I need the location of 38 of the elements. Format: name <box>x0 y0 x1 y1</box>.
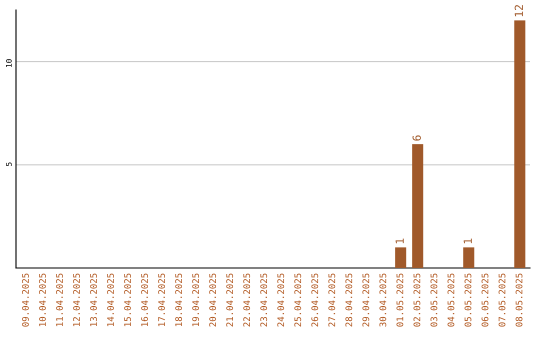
x-tick-label: 17.04.2025 <box>158 274 166 326</box>
x-tick-label: 20.04.2025 <box>209 274 216 327</box>
x-tick-label: 15.04.2025 <box>124 274 131 326</box>
x-tick-label: 09.04.2025 <box>22 274 29 327</box>
x-tick-label: 05.05.2025 <box>464 274 472 327</box>
x-tick-label: 07.05.2025 <box>498 274 506 327</box>
x-tick-label: 12.04.2025 <box>73 274 80 326</box>
x-tick-label: 22.04.2025 <box>243 274 250 327</box>
x-tick-label: 01.05.2025 <box>396 274 404 327</box>
x-tick-label: 02.05.2025 <box>413 274 420 327</box>
x-tick-label: 13.04.2025 <box>90 274 97 326</box>
x-tick-label: 30.04.2025 <box>379 274 386 327</box>
bar <box>412 144 424 268</box>
bar <box>395 247 406 268</box>
x-tick-label: 03.05.2025 <box>430 274 438 327</box>
data-label: 12 <box>514 5 523 16</box>
x-tick-label: 28.04.2025 <box>345 274 352 327</box>
x-tick-label: 21.04.2025 <box>226 274 234 327</box>
x-tick-label: 10.04.2025 <box>39 274 46 326</box>
bar <box>463 247 474 268</box>
x-tick-label: 29.04.2025 <box>362 274 370 327</box>
x-tick-label: 06.05.2025 <box>482 274 488 327</box>
data-label: 1 <box>396 238 404 244</box>
x-tick-label: 08.05.2025 <box>516 274 522 327</box>
x-tick-label: 24.04.2025 <box>277 274 284 327</box>
x-tick-label: 23.04.2025 <box>260 274 268 327</box>
data-label: 6 <box>412 135 421 141</box>
x-tick-label: 04.05.2025 <box>448 274 454 327</box>
x-tick-label: 11.04.2025 <box>56 274 63 326</box>
x-tick-label: 25.04.2025 <box>294 274 302 327</box>
x-tick-label: 18.04.2025 <box>175 274 182 326</box>
x-tick-label: 26.04.2025 <box>311 274 318 327</box>
x-tick-label: 14.04.2025 <box>107 274 114 326</box>
x-tick-label: 16.04.2025 <box>141 274 148 326</box>
x-tick-label: 19.04.2025 <box>192 274 200 326</box>
x-tick-label: 27.04.2025 <box>328 274 336 327</box>
bar <box>514 20 526 268</box>
data-label: 1 <box>464 238 472 244</box>
